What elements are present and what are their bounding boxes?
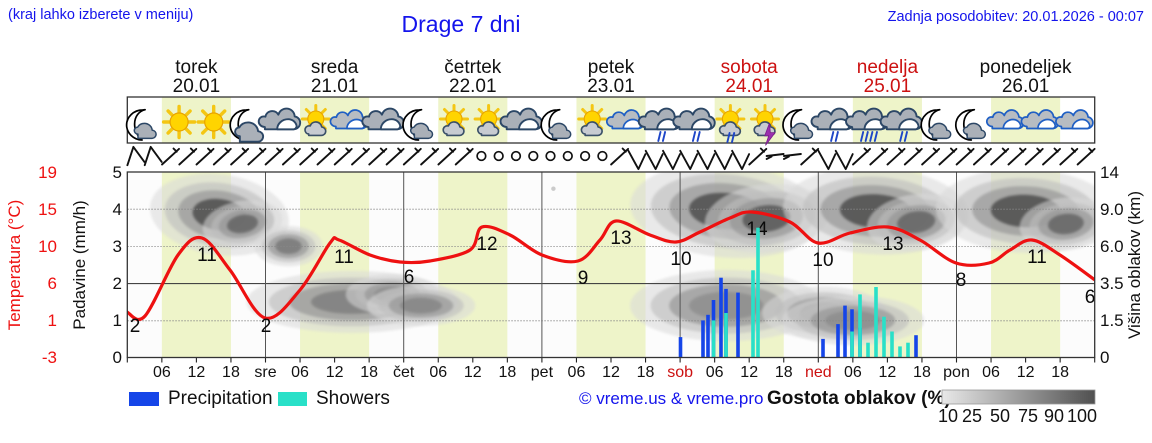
svg-text:11: 11 xyxy=(334,247,354,268)
svg-text:12: 12 xyxy=(188,364,206,381)
svg-text:ponedeljek: ponedeljek xyxy=(980,57,1072,78)
svg-text:11: 11 xyxy=(1027,247,1047,268)
svg-text:12: 12 xyxy=(476,234,497,255)
svg-text:Gostota oblakov (%): Gostota oblakov (%) xyxy=(767,388,951,409)
svg-text:četrtek: četrtek xyxy=(444,57,502,78)
svg-text:15: 15 xyxy=(38,200,57,219)
svg-text:06: 06 xyxy=(982,364,1000,381)
svg-text:13: 13 xyxy=(610,228,631,249)
svg-text:© vreme.us & vreme.pro: © vreme.us & vreme.pro xyxy=(579,389,763,408)
svg-text:0: 0 xyxy=(113,348,122,367)
svg-text:pet: pet xyxy=(531,364,554,381)
svg-text:06: 06 xyxy=(844,364,862,381)
svg-text:2: 2 xyxy=(261,316,272,337)
svg-text:6: 6 xyxy=(404,267,415,288)
svg-text:18: 18 xyxy=(498,364,516,381)
svg-text:18: 18 xyxy=(1051,364,1069,381)
svg-text:18: 18 xyxy=(222,364,240,381)
svg-text:pon: pon xyxy=(943,364,970,381)
svg-text:petek: petek xyxy=(588,57,635,78)
svg-text:23.01: 23.01 xyxy=(587,76,635,97)
svg-text:9.0: 9.0 xyxy=(1100,200,1124,219)
svg-text:90: 90 xyxy=(1044,406,1064,426)
svg-text:18: 18 xyxy=(775,364,793,381)
svg-text:06: 06 xyxy=(429,364,447,381)
svg-text:10: 10 xyxy=(938,406,958,426)
svg-text:3.5: 3.5 xyxy=(1100,274,1124,293)
svg-text:nedelja: nedelja xyxy=(857,57,919,78)
svg-text:18: 18 xyxy=(637,364,655,381)
svg-text:2: 2 xyxy=(130,316,141,337)
svg-text:06: 06 xyxy=(568,364,586,381)
svg-text:12: 12 xyxy=(879,364,897,381)
svg-text:06: 06 xyxy=(153,364,171,381)
svg-text:18: 18 xyxy=(360,364,378,381)
svg-text:21.01: 21.01 xyxy=(311,76,359,97)
svg-text:10: 10 xyxy=(670,249,691,270)
svg-text:06: 06 xyxy=(291,364,309,381)
svg-text:06: 06 xyxy=(706,364,724,381)
svg-text:Temperatura (°C): Temperatura (°C) xyxy=(5,200,24,331)
svg-text:75: 75 xyxy=(1018,406,1038,426)
svg-text:12: 12 xyxy=(1017,364,1035,381)
svg-text:11: 11 xyxy=(197,245,217,266)
svg-text:4: 4 xyxy=(113,200,122,219)
svg-text:13: 13 xyxy=(882,234,903,255)
svg-text:sre: sre xyxy=(254,364,276,381)
svg-text:torek: torek xyxy=(175,57,218,78)
svg-text:3: 3 xyxy=(113,237,122,256)
svg-text:čet: čet xyxy=(393,364,415,381)
svg-text:1.5: 1.5 xyxy=(1100,311,1124,330)
svg-text:sobota: sobota xyxy=(721,57,778,78)
svg-text:1: 1 xyxy=(113,311,122,330)
svg-text:19: 19 xyxy=(38,163,57,182)
svg-text:Višina oblakov (km): Višina oblakov (km) xyxy=(1125,191,1144,339)
svg-text:Padavine (mm/h): Padavine (mm/h) xyxy=(70,200,89,329)
svg-text:18: 18 xyxy=(913,364,931,381)
svg-text:24.01: 24.01 xyxy=(725,76,773,97)
svg-text:22.01: 22.01 xyxy=(449,76,497,97)
svg-text:6: 6 xyxy=(48,274,57,293)
svg-text:10: 10 xyxy=(38,237,57,256)
svg-text:0: 0 xyxy=(1100,348,1109,367)
svg-text:12: 12 xyxy=(740,364,758,381)
svg-text:-3: -3 xyxy=(42,348,57,367)
svg-text:26.01: 26.01 xyxy=(1002,76,1050,97)
svg-text:6: 6 xyxy=(1085,287,1096,308)
svg-text:25: 25 xyxy=(962,406,982,426)
svg-text:12: 12 xyxy=(602,364,620,381)
svg-text:8: 8 xyxy=(956,270,967,291)
svg-text:6.0: 6.0 xyxy=(1100,237,1124,256)
svg-text:25.01: 25.01 xyxy=(864,76,912,97)
svg-text:20.01: 20.01 xyxy=(173,76,221,97)
svg-text:12: 12 xyxy=(326,364,344,381)
svg-text:sreda: sreda xyxy=(311,57,359,78)
svg-text:sob: sob xyxy=(667,364,693,381)
svg-text:50: 50 xyxy=(990,406,1010,426)
svg-text:100: 100 xyxy=(1067,406,1097,426)
svg-text:Showers: Showers xyxy=(316,388,390,409)
svg-text:1: 1 xyxy=(48,311,57,330)
svg-text:2: 2 xyxy=(113,274,122,293)
svg-text:10: 10 xyxy=(812,250,833,271)
svg-text:14: 14 xyxy=(1100,163,1119,182)
svg-text:9: 9 xyxy=(578,268,589,289)
svg-text:5: 5 xyxy=(113,163,122,182)
svg-text:12: 12 xyxy=(464,364,482,381)
svg-text:Precipitation: Precipitation xyxy=(168,388,273,409)
svg-text:ned: ned xyxy=(805,364,832,381)
